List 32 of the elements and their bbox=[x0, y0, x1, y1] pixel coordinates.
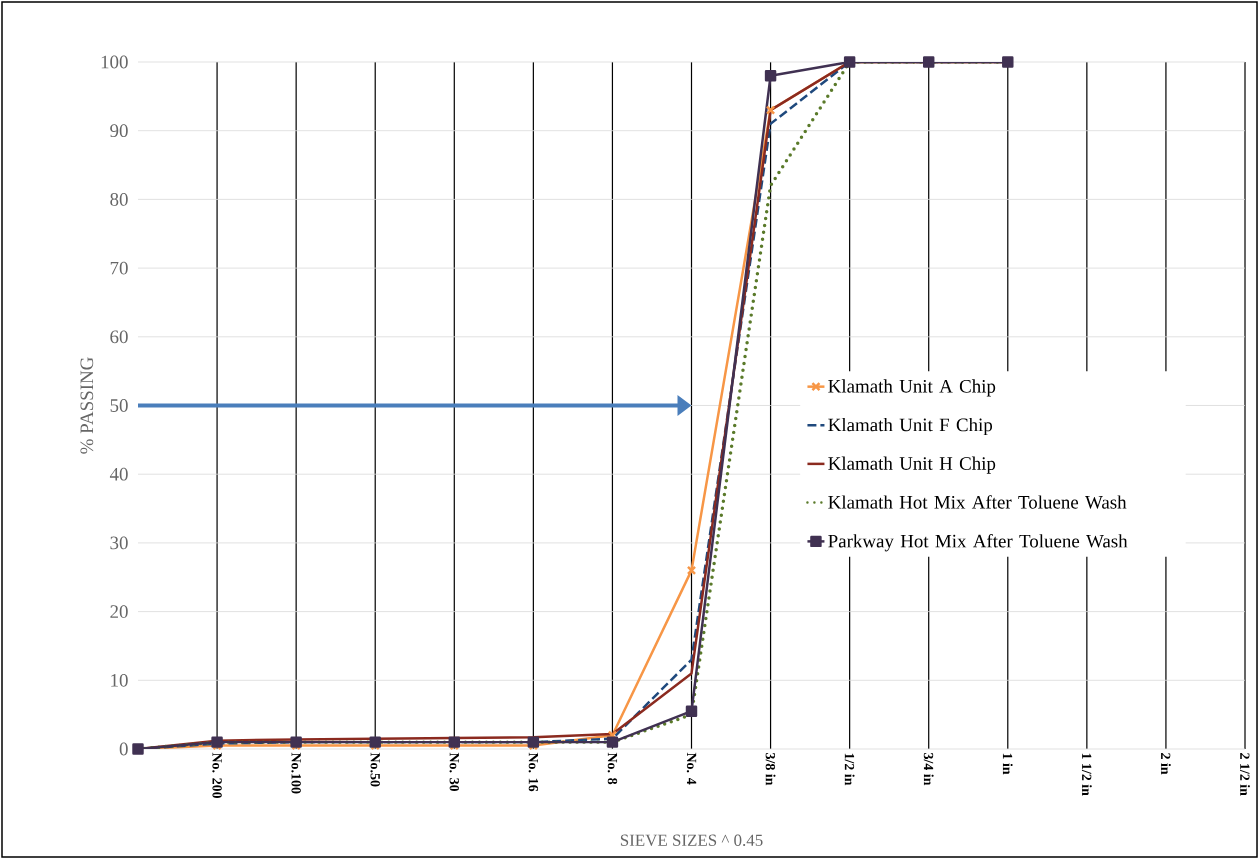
x-tick-label: 3/8 in bbox=[765, 753, 776, 786]
x-tick-label: No. 8 bbox=[607, 752, 618, 785]
x-tick-label: No.100 bbox=[291, 752, 301, 794]
legend-label: Klamath Unit H Chip bbox=[828, 456, 996, 474]
y-tick-label: 30 bbox=[110, 536, 128, 550]
y-tick-label: 80 bbox=[110, 193, 128, 206]
y-tick-label: 100 bbox=[101, 55, 128, 69]
legend-label: Klamath Hot Mix After Toluene Wash bbox=[828, 495, 1127, 509]
legend-label: Parkway Hot Mix After Toluene Wash bbox=[828, 533, 1128, 552]
x-tick-label: No. 200 bbox=[212, 752, 222, 799]
x-tick-label: No. 4 bbox=[686, 752, 697, 785]
x-tick-label: 1 in bbox=[1002, 753, 1013, 775]
y-tick-label: 60 bbox=[110, 330, 128, 344]
y-tick-label: 10 bbox=[111, 673, 128, 687]
x-tick-label: No.50 bbox=[370, 752, 380, 787]
y-tick-label: 40 bbox=[109, 467, 128, 481]
x-axis-title: SIEVE SIZES ^ 0.45 bbox=[620, 834, 763, 847]
legend-label: Klamath Unit F Chip bbox=[828, 417, 993, 436]
y-tick-label: 70 bbox=[110, 261, 128, 275]
x-tick-label: No. 16 bbox=[528, 752, 539, 792]
x-tick-label: No. 30 bbox=[449, 752, 460, 792]
y-axis-title: % PASSING bbox=[80, 357, 94, 454]
legend-label: Klamath Unit A Chip bbox=[828, 379, 996, 397]
x-tick-label: 2 1/2 in bbox=[1240, 753, 1250, 796]
y-tick-label: 90 bbox=[110, 124, 128, 138]
x-tick-label: 3/4 in bbox=[923, 753, 934, 786]
y-tick-label: 0 bbox=[119, 742, 128, 756]
x-tick-label: 1 1/2 in bbox=[1081, 753, 1092, 796]
y-tick-label: 50 bbox=[110, 399, 128, 412]
x-tick-label: 1/2 in bbox=[844, 753, 855, 786]
y-tick-label: 20 bbox=[110, 605, 128, 618]
x-tick-label: 2 in bbox=[1161, 753, 1171, 775]
